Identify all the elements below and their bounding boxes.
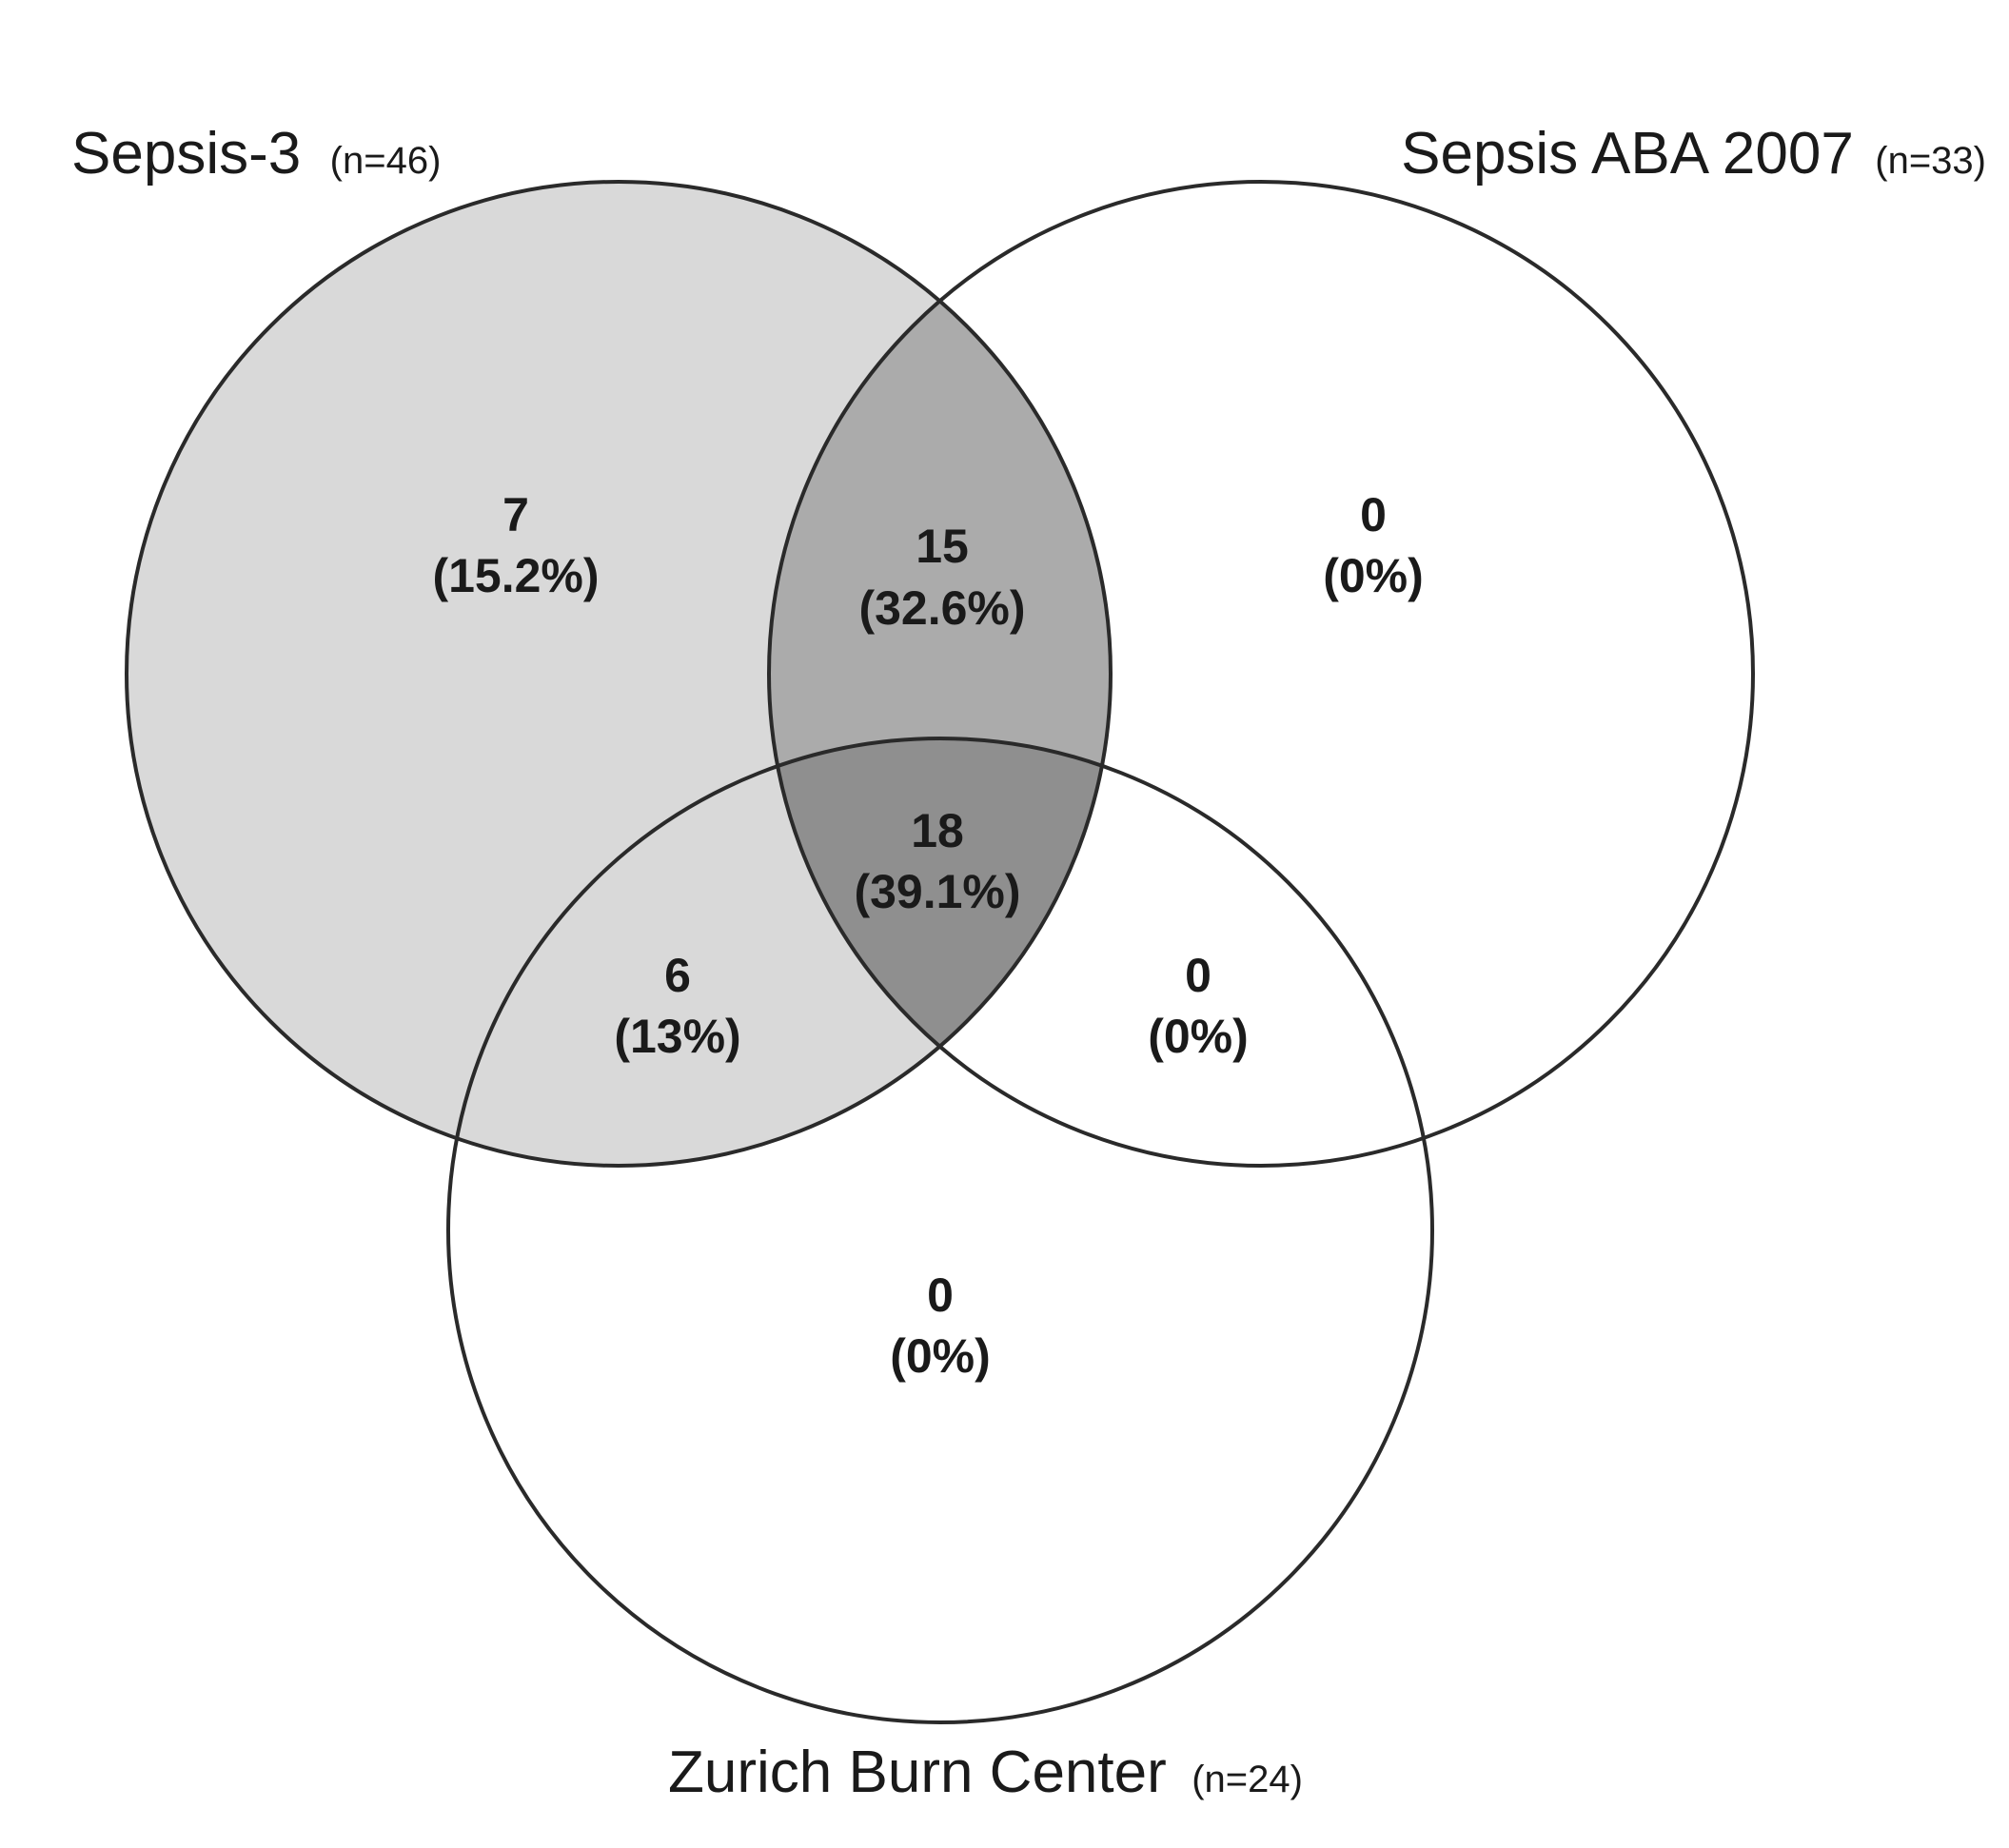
region-c-only-pct: (0%) — [890, 1329, 991, 1383]
region-a-only-count: 7 — [502, 488, 529, 541]
set-name: Zurich Burn Center — [668, 1740, 1167, 1805]
set-n: (n=24) — [1192, 1759, 1303, 1800]
zurich-burn-center-circle — [446, 737, 1434, 1724]
region-ab-pct: (32.6%) — [858, 581, 1025, 635]
set-label-sepsis3: Sepsis-3 (n=46) — [71, 121, 441, 187]
region-bc-pct: (0%) — [1148, 1010, 1249, 1063]
region-ab-count: 15 — [916, 520, 969, 573]
region-abc-count: 18 — [911, 804, 964, 857]
region-a-only-pct: (15.2%) — [432, 549, 599, 602]
set-name: Sepsis-3 — [71, 121, 301, 187]
sepsis-aba-2007-circle — [767, 180, 1755, 1168]
set-n: (n=33) — [1875, 140, 1986, 182]
region-bc-count: 0 — [1185, 949, 1211, 1002]
region-b-only-pct: (0%) — [1323, 549, 1424, 602]
region-b-only-count: 0 — [1360, 488, 1387, 541]
sepsis3-circle — [125, 180, 1113, 1168]
region-abc-pct: (39.1%) — [854, 865, 1020, 918]
set-name: Sepsis ABA 2007 — [1401, 121, 1854, 187]
region-ac-pct: (13%) — [614, 1010, 740, 1063]
region-c-only-count: 0 — [927, 1268, 954, 1322]
set-n: (n=46) — [330, 140, 442, 182]
set-label-zurich-burn-center: Zurich Burn Center (n=24) — [668, 1740, 1303, 1805]
set-label-sepsis-aba-2007: Sepsis ABA 2007 (n=33) — [1401, 121, 1986, 187]
region-ac-count: 6 — [664, 949, 691, 1002]
